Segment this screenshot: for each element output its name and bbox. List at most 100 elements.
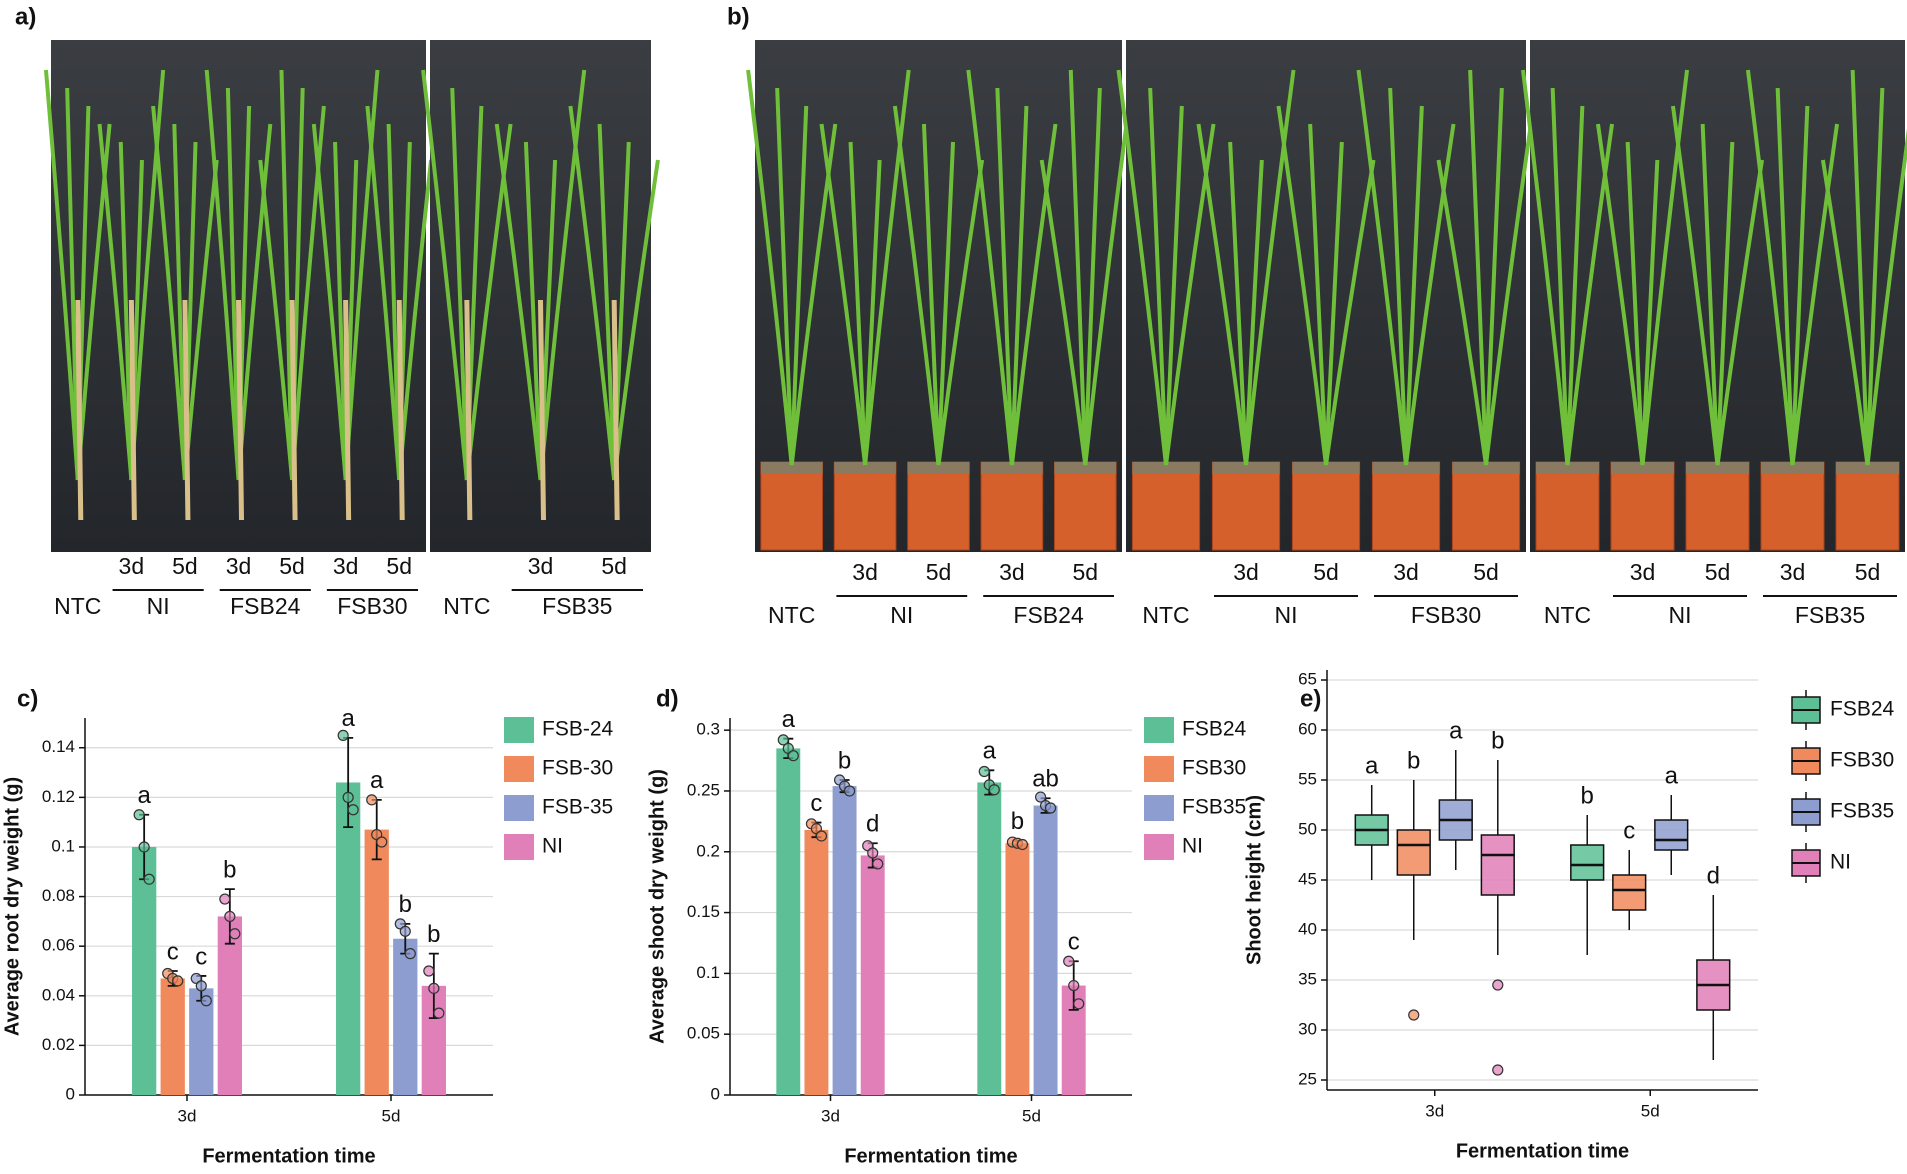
group-label: NTC bbox=[1142, 602, 1189, 628]
bar bbox=[1061, 985, 1086, 1095]
leaf bbox=[1820, 159, 1870, 466]
leaf bbox=[1404, 123, 1456, 466]
significance-letter: b bbox=[1491, 727, 1504, 754]
y-tick-label: 30 bbox=[1298, 1019, 1317, 1038]
y-tick-label: 55 bbox=[1298, 769, 1317, 788]
y-tick-label: 0.12 bbox=[42, 787, 75, 806]
leaf bbox=[1595, 123, 1645, 466]
pot bbox=[1685, 461, 1750, 551]
bar bbox=[860, 855, 885, 1095]
leaf bbox=[1083, 105, 1131, 466]
soil bbox=[1132, 462, 1200, 474]
data-point bbox=[1063, 955, 1075, 967]
soil bbox=[1761, 462, 1824, 474]
leaf bbox=[333, 141, 348, 481]
soil bbox=[1611, 462, 1674, 474]
leaf bbox=[1550, 87, 1570, 466]
time-label: 3d bbox=[999, 559, 1025, 585]
panel-label: c) bbox=[17, 685, 38, 712]
group-label: FSB35 bbox=[542, 593, 612, 619]
y-tick-label: 25 bbox=[1298, 1069, 1317, 1088]
data-point bbox=[1034, 791, 1047, 803]
leaf bbox=[151, 105, 187, 481]
leaf bbox=[1116, 69, 1168, 466]
pot bbox=[1451, 461, 1521, 551]
bar bbox=[832, 786, 857, 1095]
soil bbox=[1536, 462, 1599, 474]
leaf bbox=[995, 87, 1014, 466]
group-label: NTC bbox=[768, 602, 815, 628]
leaf bbox=[1324, 159, 1376, 466]
significance-letter: a bbox=[1449, 717, 1463, 744]
leaf bbox=[921, 123, 941, 466]
soil bbox=[1054, 462, 1117, 474]
pot bbox=[1131, 461, 1201, 551]
significance-letter: a bbox=[983, 738, 997, 765]
leaf bbox=[118, 141, 134, 481]
time-label: 3d bbox=[1780, 559, 1806, 585]
soil bbox=[760, 462, 823, 474]
leaf bbox=[538, 69, 587, 481]
significance-letter: a bbox=[782, 706, 796, 733]
soil bbox=[1292, 462, 1360, 474]
significance-letter: a bbox=[341, 705, 355, 732]
legend-label: NI bbox=[542, 835, 563, 858]
legend-swatch bbox=[1144, 834, 1174, 860]
leaf bbox=[863, 69, 911, 466]
significance-letter: b bbox=[427, 921, 440, 948]
pot bbox=[980, 461, 1044, 551]
pot bbox=[1371, 461, 1441, 551]
data-point bbox=[337, 729, 349, 741]
time-label: 3d bbox=[1630, 559, 1656, 585]
significance-letter: c bbox=[1623, 817, 1635, 844]
panel-label: a) bbox=[15, 3, 36, 30]
legend-label: FSB35 bbox=[1182, 796, 1246, 819]
time-label: 3d bbox=[1233, 559, 1259, 585]
root bbox=[611, 299, 620, 521]
leaf bbox=[1228, 141, 1248, 466]
box bbox=[1570, 844, 1605, 881]
y-tick-label: 60 bbox=[1298, 719, 1317, 738]
root bbox=[236, 299, 244, 521]
leaf bbox=[97, 123, 134, 481]
time-label: 3d bbox=[1393, 559, 1419, 585]
pot bbox=[760, 461, 824, 551]
data-point bbox=[423, 965, 435, 977]
data-point bbox=[777, 734, 789, 746]
leaf bbox=[523, 141, 543, 481]
data-point bbox=[366, 794, 378, 806]
pot bbox=[1053, 461, 1117, 551]
soil bbox=[1452, 462, 1520, 474]
group-label: NI bbox=[1669, 602, 1692, 628]
group-label: FSB30 bbox=[337, 593, 407, 619]
leaf bbox=[936, 141, 956, 466]
leaf bbox=[1670, 105, 1720, 466]
y-tick-label: 0.04 bbox=[42, 985, 75, 1004]
legend-label: FSB35 bbox=[1830, 800, 1894, 823]
leaf bbox=[936, 159, 985, 466]
data-point bbox=[1073, 998, 1085, 1010]
time-label: 3d bbox=[852, 559, 878, 585]
leaf bbox=[1640, 159, 1660, 466]
y-tick-label: 0.25 bbox=[687, 780, 720, 799]
time-label: 3d bbox=[333, 553, 359, 579]
y-tick-label: 0.3 bbox=[696, 720, 720, 739]
time-label: 5d bbox=[1705, 559, 1731, 585]
data-point bbox=[1068, 979, 1080, 992]
leaf bbox=[848, 141, 868, 466]
leaf bbox=[1745, 69, 1795, 466]
y-tick-label: 0 bbox=[711, 1084, 720, 1103]
group-label: NTC bbox=[54, 593, 101, 619]
leaf bbox=[1436, 159, 1488, 466]
x-tick-label: 3d bbox=[178, 1106, 197, 1125]
leaf bbox=[1625, 141, 1645, 466]
leaf bbox=[494, 123, 543, 481]
leaf bbox=[1775, 87, 1795, 466]
time-label: 5d bbox=[1855, 559, 1881, 585]
significance-letter: b bbox=[1407, 747, 1420, 774]
y-tick-label: 0.14 bbox=[42, 737, 75, 756]
leaf bbox=[1865, 87, 1885, 466]
pot bbox=[907, 461, 970, 551]
leaf bbox=[1468, 69, 1488, 466]
